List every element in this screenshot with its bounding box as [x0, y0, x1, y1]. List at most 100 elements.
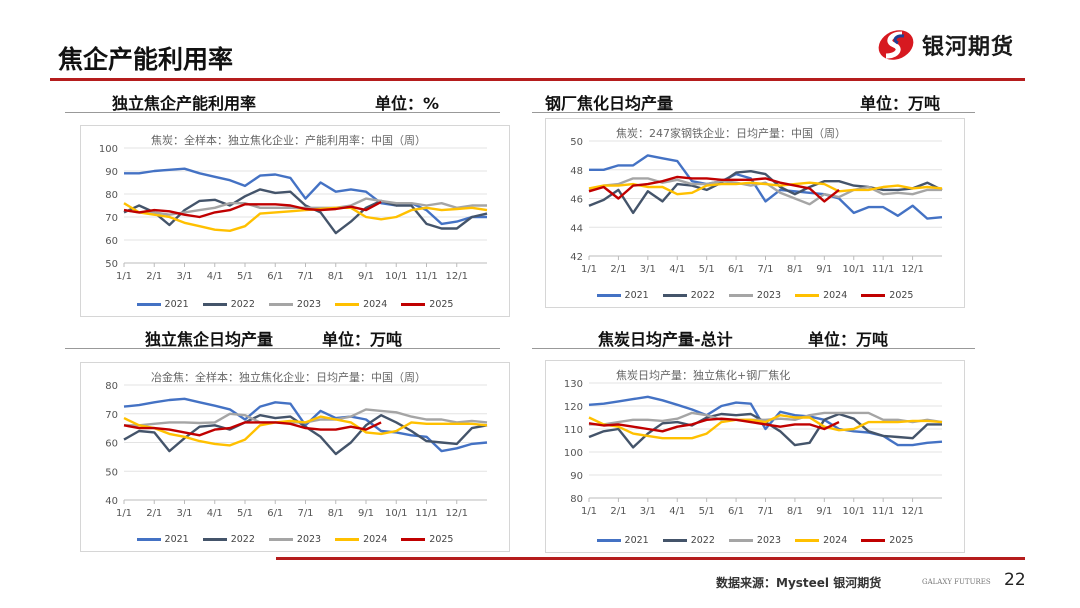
y-tick-label: 46	[570, 195, 583, 206]
x-tick-label: 1/1	[581, 506, 597, 517]
chart-plot: 80 90 100 110 120 130 1/1 2/1 3/1 4/1 5/1 6/1 7/1 8/1…	[564, 379, 943, 517]
legend-item: 2024	[795, 535, 847, 546]
legend-swatch	[861, 539, 886, 542]
series-line-2022	[123, 188, 488, 235]
legend-item: 2025	[861, 290, 913, 301]
y-tick-label: 100	[564, 448, 583, 459]
legend-label: 2021	[624, 290, 649, 301]
y-tick-label: 44	[570, 223, 583, 234]
x-tick-label: 2/1	[610, 264, 626, 275]
x-tick-label: 10/1	[385, 508, 407, 519]
legend-swatch	[596, 539, 621, 542]
legend-swatch	[268, 303, 293, 306]
legend: 2021 2022 2023 2024 2025	[81, 299, 509, 310]
x-tick-label: 9/1	[358, 508, 374, 519]
legend: 2021 2022 2023 2024 2025	[81, 534, 509, 545]
chart-plot: 42 44 46 48 50 1/1 2/1 3/1 4/1 5/1 6/1 7/1 8/1 9/1 10/…	[570, 137, 943, 275]
x-tick-label: 5/1	[237, 508, 253, 519]
legend-label: 2022	[690, 535, 715, 546]
x-tick-label: 12/1	[901, 506, 923, 517]
y-tick-label: 80	[105, 190, 118, 201]
x-tick-label: 3/1	[640, 506, 656, 517]
y-tick-label: 100	[99, 144, 118, 155]
series-line-2025	[123, 200, 382, 219]
legend-swatch	[202, 303, 227, 306]
legend-item: 2024	[335, 299, 387, 310]
x-tick-label: 11/1	[872, 264, 894, 275]
legend-item: 2024	[335, 534, 387, 545]
legend-swatch	[795, 294, 820, 297]
legend-item: 2021	[596, 535, 649, 546]
legend-label: 2024	[363, 534, 388, 545]
legend-item: 2023	[728, 290, 782, 301]
legend-item: 2025	[401, 299, 453, 310]
legend: 2021 2022 2023 2024 2025	[546, 290, 964, 301]
legend-label: 2024	[823, 290, 848, 301]
legend-swatch	[136, 303, 161, 306]
footer-divider	[276, 557, 1025, 560]
chart-title: 焦炭：全样本：独立焦化企业：产能利用率：中国（周）	[151, 134, 426, 147]
x-tick-label: 9/1	[816, 264, 832, 275]
x-tick-label: 1/1	[581, 264, 597, 275]
y-tick-label: 90	[570, 471, 583, 482]
series-line-2025	[588, 175, 840, 203]
x-tick-label: 8/1	[328, 271, 344, 282]
x-tick-label: 7/1	[297, 271, 313, 282]
section-unit: 单位：万吨	[860, 94, 941, 113]
x-tick-label: 7/1	[297, 508, 313, 519]
logo-text: 银河期货	[922, 35, 1015, 60]
y-tick-label: 50	[105, 467, 118, 478]
legend-item: 2021	[596, 290, 649, 301]
legend-item: 2025	[401, 534, 453, 545]
x-tick-label: 10/1	[843, 264, 865, 275]
legend-item: 2022	[662, 290, 715, 301]
legend-swatch	[596, 294, 621, 297]
chart-plot: 50 60 70 80 90 100 1/1 2/1 3/1 4/1 5/1 6/1 7/1 8/1 9/1…	[99, 144, 488, 282]
legend-label: 2023	[756, 290, 782, 301]
x-tick-label: 2/1	[146, 508, 162, 519]
series-line-2024	[588, 414, 943, 440]
y-tick-label: 60	[105, 236, 118, 247]
legend-label: 2025	[429, 534, 454, 545]
y-tick-label: 90	[105, 167, 118, 178]
x-tick-label: 12/1	[446, 508, 468, 519]
x-tick-label: 8/1	[787, 506, 803, 517]
legend-item: 2022	[202, 534, 255, 545]
y-tick-label: 120	[564, 402, 583, 413]
brand-english: GALAXY FUTURES	[922, 578, 991, 586]
legend: 2021 2022 2023 2024 2025	[546, 535, 964, 546]
y-tick-label: 70	[105, 410, 118, 421]
x-tick-label: 6/1	[728, 506, 744, 517]
x-tick-label: 3/1	[176, 508, 192, 519]
chart-total-output: 焦炭日均产量：独立焦化+钢厂焦化 80 90 100 110 120 130 1/1 2/1 3/…	[545, 360, 965, 553]
legend-item: 2022	[202, 299, 255, 310]
x-tick-label: 7/1	[757, 506, 773, 517]
x-tick-label: 5/1	[699, 264, 715, 275]
legend-item: 2025	[861, 535, 913, 546]
legend-label: 2025	[429, 299, 454, 310]
x-tick-label: 5/1	[237, 271, 253, 282]
x-tick-label: 2/1	[146, 271, 162, 282]
section-unit: 单位：万吨	[322, 330, 403, 349]
chart-plot: 40 50 60 70 80 1/1 2/1 3/1 4/1 5/1 6/1 7/1 8/1 9/1 10/…	[105, 381, 488, 519]
series-line-2025	[123, 421, 382, 437]
x-tick-label: 12/1	[901, 264, 923, 275]
legend-swatch	[335, 303, 360, 306]
section-divider	[532, 112, 975, 113]
y-tick-label: 50	[105, 259, 118, 270]
legend-item: 2021	[136, 299, 189, 310]
legend-label: 2024	[823, 535, 848, 546]
legend-label: 2021	[624, 535, 649, 546]
chart-independent-output: 冶金焦：全样本：独立焦化企业：日均产量：中国（周） 40 50 60 70 80 1/1 2/…	[80, 362, 510, 552]
y-tick-label: 70	[105, 213, 118, 224]
legend-swatch	[335, 538, 360, 541]
legend-swatch	[136, 538, 161, 541]
chart-title: 冶金焦：全样本：独立焦化企业：日均产量：中国（周）	[151, 371, 426, 384]
series-line-2024	[588, 181, 943, 196]
data-source: 数据来源：Mysteel 银河期货	[716, 576, 882, 590]
series-line-2024	[123, 415, 488, 447]
section-heading: 钢厂焦化日均产量	[545, 94, 674, 113]
legend-swatch	[401, 538, 426, 541]
x-tick-label: 4/1	[207, 271, 223, 282]
legend-label: 2023	[296, 534, 322, 545]
